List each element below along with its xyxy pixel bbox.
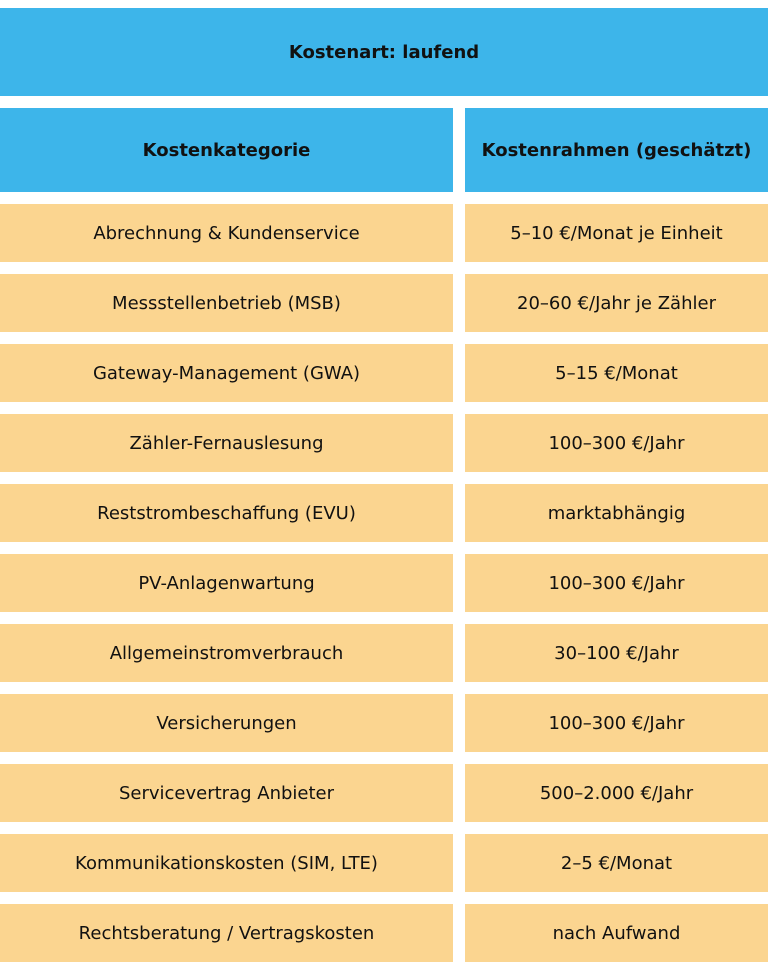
column-header-category: Kostenkategorie	[0, 108, 453, 192]
table-cell-cost-range: 20–60 €/Jahr je Zähler	[465, 274, 768, 332]
table-cell-cost-range: 100–300 €/Jahr	[465, 414, 768, 472]
table-cell-category: Rechtsberatung / Vertragskosten	[0, 904, 453, 962]
table-cell-category: Messstellenbetrieb (MSB)	[0, 274, 453, 332]
table-cell-category: Versicherungen	[0, 694, 453, 752]
table-title: Kostenart: laufend	[0, 8, 768, 96]
table-cell-category: Gateway-Management (GWA)	[0, 344, 453, 402]
column-header-cost-range: Kostenrahmen (geschätzt)	[465, 108, 768, 192]
table-cell-cost-range: marktabhängig	[465, 484, 768, 542]
table-cell-cost-range: nach Aufwand	[465, 904, 768, 962]
table-cell-cost-range: 500–2.000 €/Jahr	[465, 764, 768, 822]
table-cell-category: Allgemeinstromverbrauch	[0, 624, 453, 682]
table-cell-category: Reststrombeschaffung (EVU)	[0, 484, 453, 542]
table-cell-cost-range: 5–10 €/Monat je Einheit	[465, 204, 768, 262]
table-cell-category: Zähler-Fernauslesung	[0, 414, 453, 472]
table-cell-cost-range: 5–15 €/Monat	[465, 344, 768, 402]
table-cell-cost-range: 100–300 €/Jahr	[465, 554, 768, 612]
table-cell-category: Kommunikationskosten (SIM, LTE)	[0, 834, 453, 892]
table-cell-category: Abrechnung & Kundenservice	[0, 204, 453, 262]
table-cell-cost-range: 100–300 €/Jahr	[465, 694, 768, 752]
table-cell-category: Servicevertrag Anbieter	[0, 764, 453, 822]
table-cell-cost-range: 2–5 €/Monat	[465, 834, 768, 892]
table-cell-cost-range: 30–100 €/Jahr	[465, 624, 768, 682]
table-cell-category: PV-Anlagenwartung	[0, 554, 453, 612]
